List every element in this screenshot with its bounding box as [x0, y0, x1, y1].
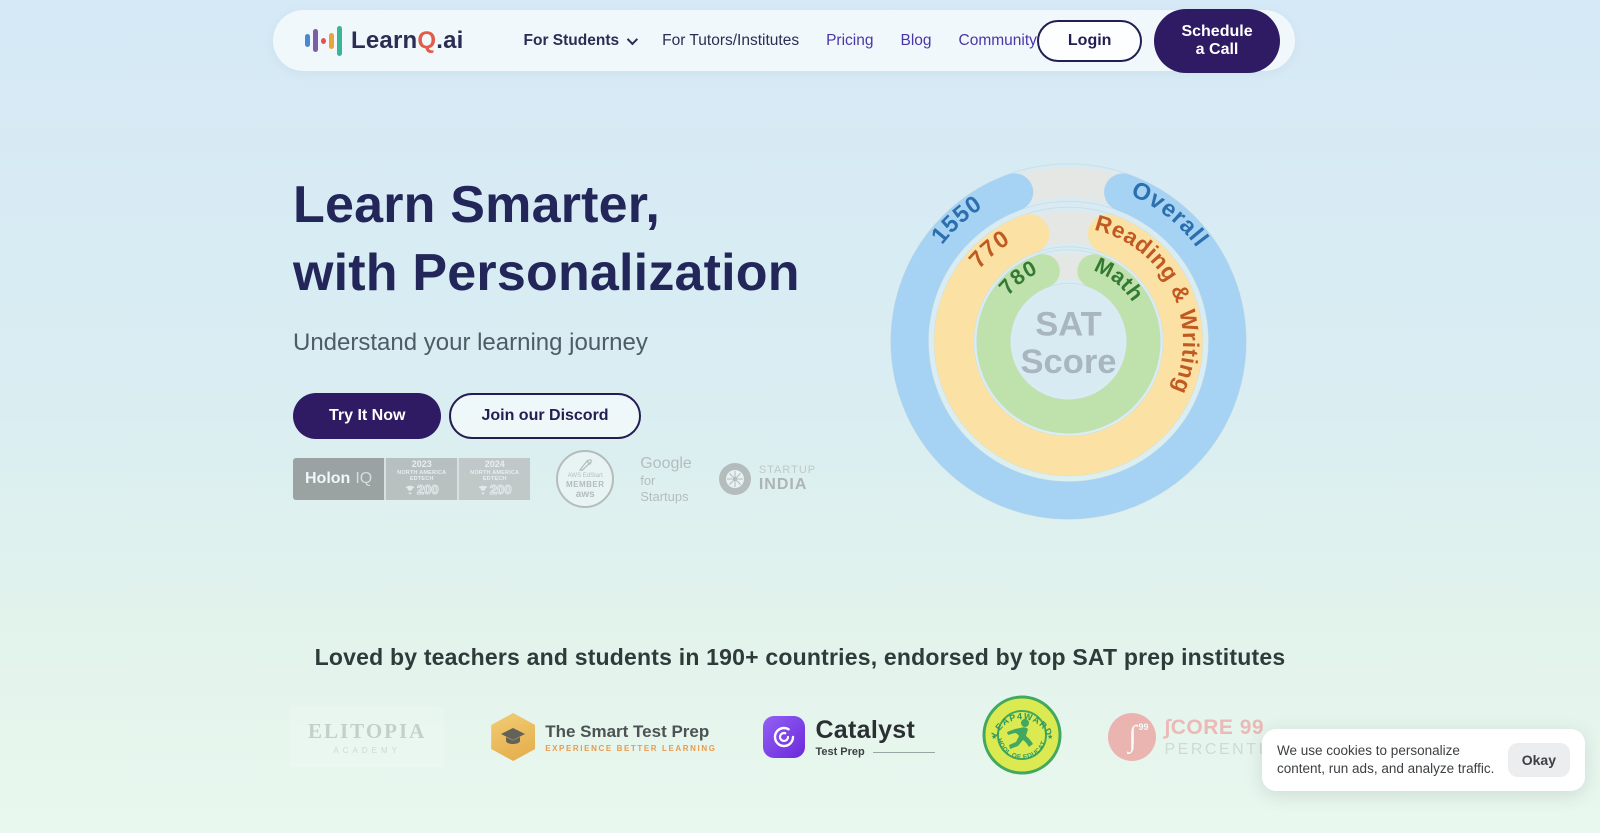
social-proof-headline: Loved by teachers and students in 190+ c…	[314, 644, 1286, 670]
chart-center	[1012, 285, 1125, 398]
logo-score99: ∫ 99 ∫CORE 99 PERCENTILE	[1108, 713, 1289, 761]
chart-title-line1: SAT	[1035, 306, 1101, 344]
chart-title-line2: Score	[1021, 343, 1117, 381]
google-for-startups-badge: Google for Startups	[640, 454, 692, 504]
ring-reading-writing	[934, 207, 1203, 476]
trophy-icon	[405, 486, 415, 495]
holon-2023-badge: 2023 NORTH AMERICA EDTECH 200	[384, 458, 458, 500]
holon-iq-badge: Holon IQ 2023 NORTH AMERICA EDTECH 200 20…	[293, 458, 531, 500]
nav-links: For Students For Tutors/Institutes Prici…	[524, 32, 1037, 50]
nav-item-label: For Students	[523, 31, 620, 49]
holon-iq-brand: Holon IQ	[293, 458, 385, 500]
ring-overall	[890, 163, 1247, 520]
integral-icon: ∫ 99	[1108, 713, 1157, 761]
aws-edstart-badge: AWS EdStart MEMBER aws	[556, 450, 615, 508]
nav-actions: Login Schedule a Call	[1036, 8, 1280, 73]
hero-subtitle: Understand your learning journey	[293, 329, 648, 357]
sat-score-donut: SAT Score 1550 Overall 770 Reading & Wri…	[890, 163, 1247, 520]
title-line-2: with Personalization	[293, 243, 800, 302]
nav-item-for-tutors[interactable]: For Tutors/Institutes	[662, 31, 800, 49]
partner-logo-row: ELITOPIA ACADEMY The Smart Test Prep EXP…	[290, 690, 1290, 780]
rocket-icon	[579, 459, 593, 472]
nav-item-pricing[interactable]: Pricing	[826, 31, 874, 49]
logo-leap4ward: LEAP4WARD SCHOOL OF EDUCATION ★ ★	[979, 690, 1062, 780]
page-title: Learn Smarter, with Personalization	[293, 172, 853, 307]
logo-elitopia: ELITOPIA ACADEMY	[290, 707, 445, 767]
cookie-okay-button[interactable]: Okay	[1507, 742, 1570, 777]
navbar: LearnQ.ai For Students For Tutors/Instit…	[273, 8, 1295, 73]
sat-score-chart: SAT Score 1550 Overall 770 Reading & Wri…	[881, 154, 1256, 529]
holon-2024-badge: 2024 NORTH AMERICA EDTECH 200	[457, 458, 531, 500]
trophy-icon	[478, 486, 488, 495]
brand-name: LearnQ.ai	[351, 26, 464, 54]
startup-india-badge: STARTUP INDIA	[718, 462, 816, 496]
logo-smart-test-prep: The Smart Test Prep EXPERIENCE BETTER LE…	[491, 713, 716, 761]
nav-item-for-students[interactable]: For Students	[523, 31, 639, 50]
logo-equalizer-icon	[305, 25, 342, 57]
nav-item-community[interactable]: Community	[958, 31, 1037, 49]
logo-catalyst: Catalyst Test Prep	[763, 716, 935, 758]
chakra-icon	[718, 463, 751, 495]
ring-math	[976, 249, 1161, 434]
svg-text:★: ★	[991, 733, 997, 741]
schedule-call-button[interactable]: Schedule a Call	[1154, 8, 1280, 73]
spiral-icon	[763, 716, 806, 758]
hero-section: Learn Smarter, with Personalization Unde…	[293, 172, 853, 440]
cookie-banner: We use cookies to personalize content, r…	[1262, 728, 1585, 791]
try-it-now-button[interactable]: Try It Now	[293, 393, 442, 440]
brand-logo[interactable]: LearnQ.ai	[305, 25, 464, 57]
award-badges: Holon IQ 2023 NORTH AMERICA EDTECH 200 20…	[293, 450, 816, 508]
title-line-1: Learn Smarter,	[293, 176, 660, 234]
chevron-down-icon	[626, 33, 639, 45]
login-button[interactable]: Login	[1036, 19, 1143, 62]
hero-cta-group: Try It Now Join our Discord	[293, 393, 853, 440]
svg-text:★: ★	[1047, 733, 1053, 741]
hexagon-icon	[491, 713, 536, 761]
jumping-figure-icon	[1006, 718, 1033, 749]
graduation-cap-icon	[501, 728, 526, 744]
cookie-message: We use cookies to personalize content, r…	[1277, 742, 1495, 776]
join-discord-button[interactable]: Join our Discord	[449, 393, 641, 440]
nav-item-blog[interactable]: Blog	[900, 31, 932, 49]
